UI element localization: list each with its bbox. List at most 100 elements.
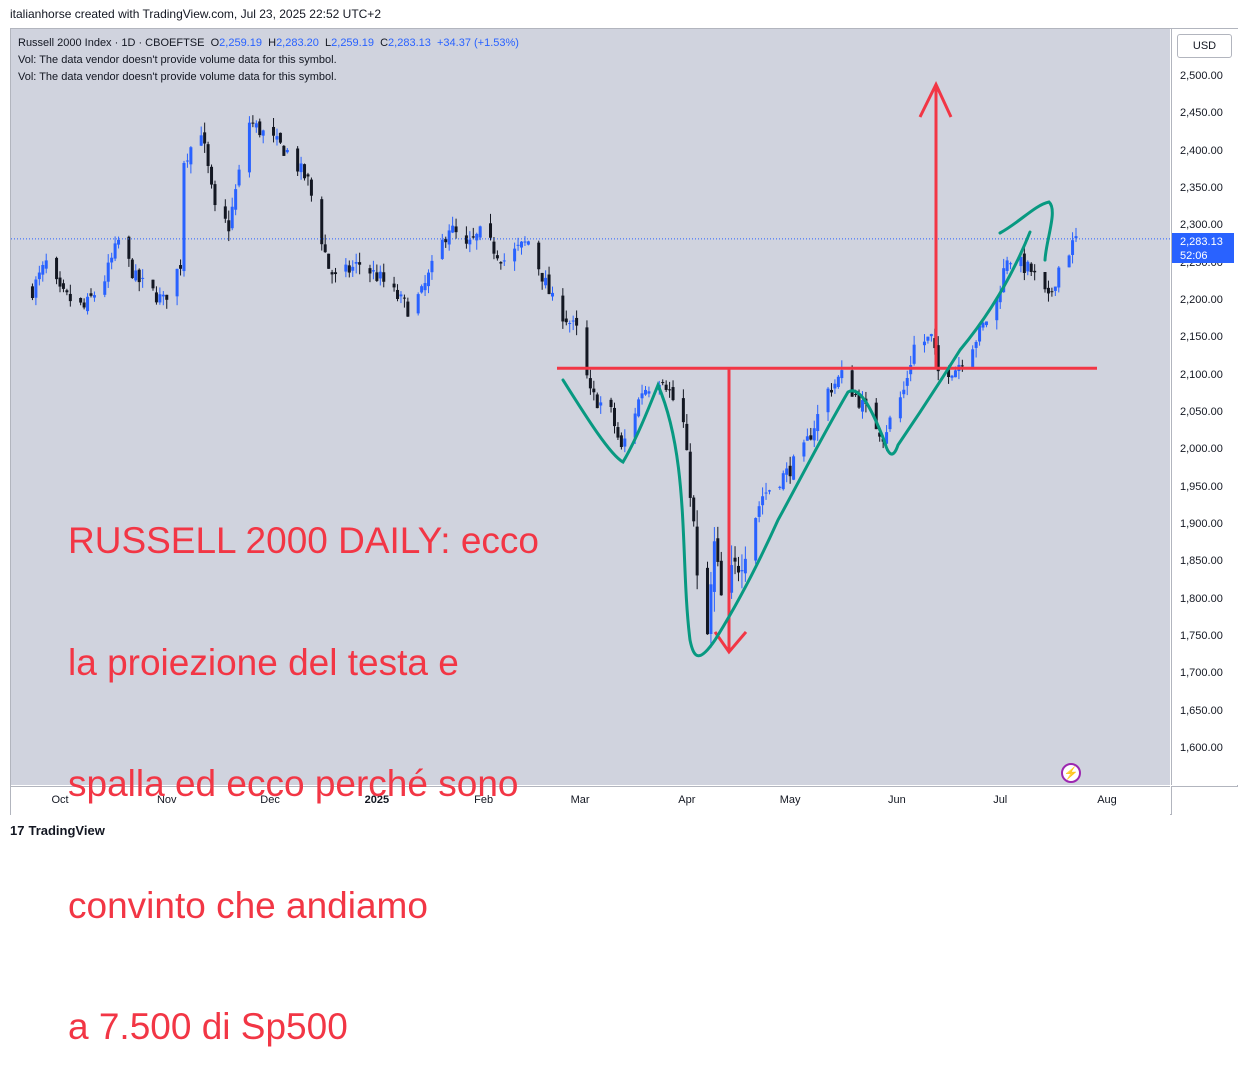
candle-body <box>137 269 141 283</box>
annotation-text: RUSSELL 2000 DAILY: ecco la proiezione d… <box>68 440 539 1088</box>
candle-body <box>984 321 988 326</box>
candle-body <box>551 292 555 297</box>
candle-body <box>189 147 193 165</box>
candle-body <box>406 301 410 317</box>
candle-body <box>444 238 448 243</box>
candle-body <box>117 239 121 245</box>
candle-body <box>743 558 747 574</box>
lightning-icon[interactable]: ⚡ <box>1061 763 1081 783</box>
price-tick: 1,950.00 <box>1180 480 1223 493</box>
candle-body <box>464 235 468 244</box>
candle-body <box>368 268 372 274</box>
candle-body <box>323 244 327 253</box>
candle-body <box>495 255 499 259</box>
price-tick: 1,900.00 <box>1180 518 1223 530</box>
legend-symbol: Russell 2000 Index · 1D · CBOEFTSE <box>18 37 205 49</box>
candle-body <box>526 241 530 245</box>
candle-body <box>378 271 382 279</box>
candle-body <box>251 122 255 124</box>
candle-body <box>382 272 386 282</box>
candle-body <box>68 293 72 302</box>
tradingview-footer[interactable]: 17 TradingView <box>10 823 105 838</box>
legend-open: 2,259.19 <box>219 37 262 49</box>
price-tick: 1,750.00 <box>1180 630 1223 642</box>
candle-body <box>685 423 689 451</box>
price-tick: 2,400.00 <box>1180 144 1223 157</box>
candle-body <box>330 272 334 275</box>
candle-body <box>974 342 978 348</box>
candle-body <box>829 389 833 393</box>
candle-body <box>681 398 685 423</box>
candle-body <box>754 518 758 561</box>
candle-body <box>998 292 1002 303</box>
candle-body <box>995 298 999 321</box>
candle-body <box>716 538 720 562</box>
candle-body <box>134 270 138 281</box>
candle-body <box>688 451 692 498</box>
candle-body <box>516 244 520 246</box>
candle-body <box>296 148 300 172</box>
candle-body <box>423 283 427 291</box>
legend-ohlc-row: Russell 2000 Index · 1D · CBOEFTSE O2,25… <box>18 35 519 52</box>
candle-body <box>1002 268 1006 293</box>
candle-body <box>272 126 276 136</box>
candle-body <box>809 435 813 440</box>
candle-body <box>179 265 183 269</box>
candle-body <box>857 393 861 408</box>
footer-brand: TradingView <box>28 823 105 838</box>
candle-body <box>347 265 351 273</box>
candle-body <box>561 295 565 322</box>
candle-body <box>1067 255 1071 268</box>
candle-body <box>860 400 864 412</box>
head-and-shoulders-outline <box>561 230 1032 658</box>
candle-body <box>888 417 892 430</box>
candle-body <box>692 497 696 522</box>
candle-body <box>161 294 165 297</box>
candle-body <box>306 174 310 177</box>
candle-body <box>633 413 637 438</box>
candle-body <box>788 465 792 477</box>
candle-body <box>812 428 816 441</box>
candle-body <box>1022 253 1026 273</box>
candle-body <box>392 283 396 288</box>
candle-body <box>58 277 62 287</box>
candle-body <box>1046 287 1050 294</box>
candle-body <box>564 318 568 323</box>
time-tick: Nov <box>156 794 177 806</box>
candle-body <box>41 264 45 275</box>
candle-body <box>402 297 406 299</box>
candle-body <box>712 541 716 592</box>
candle-body <box>320 199 324 245</box>
candle-body <box>230 206 234 229</box>
plot-area[interactable] <box>11 29 1170 785</box>
candle-body <box>227 220 231 232</box>
candle-body <box>878 432 882 437</box>
candle-body <box>358 262 362 265</box>
legend-volume-2: Vol: The data vendor doesn't provide vol… <box>18 71 337 83</box>
candle-body <box>623 438 627 447</box>
candle-body <box>520 241 524 248</box>
price-axis[interactable] <box>1171 29 1238 785</box>
candle-body <box>885 432 889 444</box>
candle-body <box>547 274 551 295</box>
price-tick: 2,350.00 <box>1180 182 1223 194</box>
price-tick: 2,300.00 <box>1180 219 1223 232</box>
candle-body <box>440 239 444 259</box>
last-price-tag: 2,283.13 52:06 <box>1172 233 1234 263</box>
candle-body <box>767 490 771 492</box>
legend-o-label: O <box>210 37 220 49</box>
candle-body <box>764 492 768 494</box>
candle-body <box>947 369 951 377</box>
candle-body <box>182 162 186 272</box>
candle-body <box>981 322 985 328</box>
legend-volume-1: Vol: The data vendor doesn't provide vol… <box>18 54 337 66</box>
currency-button[interactable]: USD <box>1177 34 1232 58</box>
candle-body <box>733 557 737 562</box>
time-tick: Oct <box>51 794 69 806</box>
candle-body <box>523 241 527 243</box>
candle-body <box>468 239 472 245</box>
candle-body <box>953 370 957 378</box>
candle-body <box>950 375 954 378</box>
candle-body <box>1071 240 1075 255</box>
time-axis[interactable] <box>11 786 1170 815</box>
